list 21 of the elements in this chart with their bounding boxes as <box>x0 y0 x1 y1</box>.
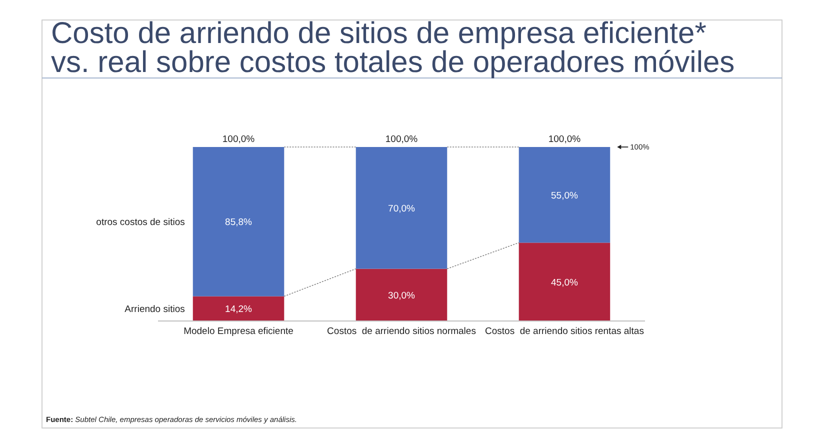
total-label: 100,0% <box>548 134 582 145</box>
bar <box>192 147 284 296</box>
bar <box>518 147 610 243</box>
data-label: 70,0% <box>388 203 416 214</box>
bar <box>192 296 284 321</box>
total-label: 100,0% <box>222 134 256 145</box>
x-tick-label: Modelo Empresa eficiente <box>184 326 294 337</box>
data-label: 30,0% <box>388 290 416 302</box>
chart-title: Costo de arriendo de sitios de empresa eficiente* vs. real sobre costos totales de operadores móviles <box>51 17 735 79</box>
series-label: otros costos de sitios <box>96 217 186 228</box>
x-tick-label: Costos de arriendo sitios rentas altas <box>485 326 644 337</box>
data-label: 55,0% <box>551 190 579 202</box>
series-label: Arriendo sitios <box>124 304 186 316</box>
total-label: 100,0% <box>385 134 418 145</box>
data-label: 45,0% <box>551 277 579 288</box>
bar <box>518 242 610 321</box>
data-label: 85,8% <box>225 217 253 228</box>
bar <box>356 268 448 321</box>
data-label: 14,2% <box>225 304 253 316</box>
x-tick-label: Costos de arriendo sitios normales <box>327 326 476 337</box>
bar <box>356 147 448 269</box>
